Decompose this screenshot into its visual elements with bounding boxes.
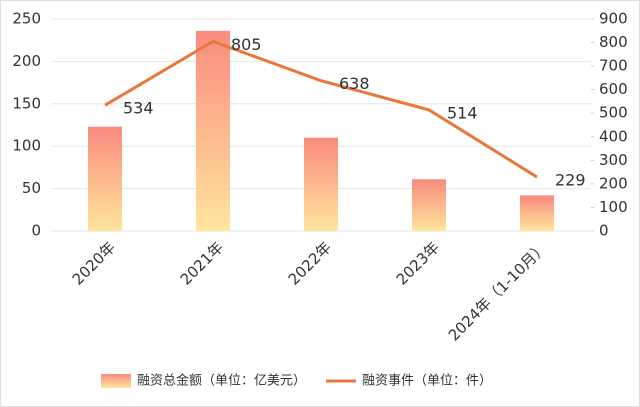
data-label: 805 — [231, 35, 262, 54]
x-tick-label: 2021年 — [177, 238, 227, 288]
y-tick-label: 50 — [22, 179, 41, 197]
y2-tick-label: 800 — [599, 33, 628, 51]
line — [104, 39, 538, 179]
y2-tick-label: 500 — [599, 104, 628, 122]
bar — [412, 179, 446, 231]
y2-tick-label: 600 — [599, 80, 628, 98]
legend-label: 融资事件（单位：件） — [362, 374, 492, 389]
x-tick-label: 2024年（1-10月） — [445, 238, 551, 344]
bar — [88, 126, 122, 231]
legend-swatch — [101, 374, 131, 388]
y2-tick-label: 400 — [599, 127, 628, 145]
y2-tick-label: 0 — [599, 222, 609, 240]
y2-tick-label: 900 — [599, 10, 628, 28]
y-tick-label: 150 — [12, 94, 41, 112]
y-tick-label: 0 — [31, 222, 41, 240]
y2-tick-label: 700 — [599, 57, 628, 75]
data-label: 534 — [123, 99, 154, 118]
x-tick-label: 2022年 — [285, 238, 335, 288]
x-tick-label: 2020年 — [69, 238, 119, 288]
y-tick-label: 250 — [12, 10, 41, 28]
bar — [196, 30, 230, 232]
data-label: 229 — [555, 171, 586, 190]
y2-tick-label: 200 — [599, 174, 628, 192]
y2-tick-label: 300 — [599, 151, 628, 169]
data-label: 514 — [447, 103, 478, 122]
y-tick-label: 100 — [12, 137, 41, 155]
y-tick-label: 200 — [12, 52, 41, 70]
data-label: 638 — [339, 74, 370, 93]
x-tick-label: 2023年 — [393, 238, 443, 288]
bar — [304, 137, 338, 231]
y2-tick-label: 100 — [599, 198, 628, 216]
legend-label: 融资总金额（单位：亿美元） — [137, 373, 306, 389]
bar — [520, 195, 554, 231]
